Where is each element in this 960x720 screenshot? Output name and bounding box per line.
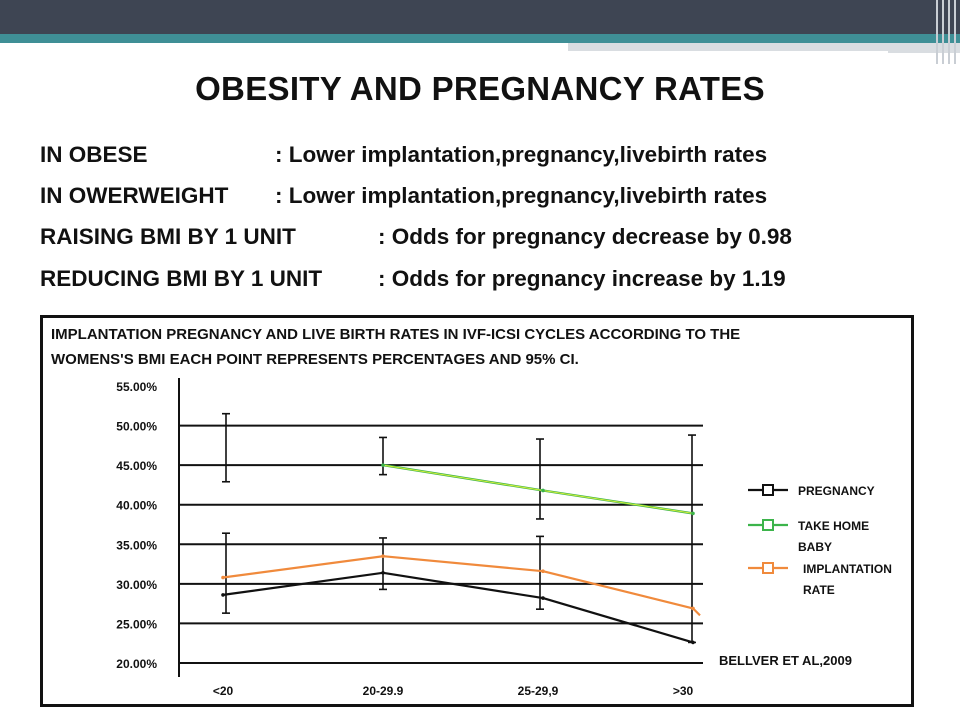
- legend-label: TAKE HOME: [798, 519, 869, 533]
- series-line-implantation-rate: [222, 555, 694, 610]
- x-tick-label: 25-29,9: [518, 684, 559, 698]
- legend-item: IMPLANTATION RATE: [748, 562, 892, 597]
- legend-label: IMPLANTATION: [803, 562, 892, 576]
- series-line-tail: [692, 607, 701, 617]
- legend-item: TAKE HOME BABY: [748, 519, 869, 554]
- legend-swatch-marker: [762, 484, 774, 496]
- series-line-pregnancy: [222, 571, 694, 644]
- data-point-implantation-rate: [381, 554, 385, 558]
- accent-strip-gray: [568, 43, 960, 53]
- error-bar: [379, 537, 387, 591]
- info-row-label: IN OWERWEIGHT: [40, 183, 229, 208]
- data-point-implantation-rate: [541, 569, 545, 573]
- info-row-label: RAISING BMI BY 1 UNIT: [40, 224, 296, 249]
- legend-label: PREGNANCY: [798, 484, 875, 498]
- x-tick-label: <20: [213, 684, 234, 698]
- legend-swatch-marker: [762, 562, 774, 574]
- error-bar: [222, 532, 230, 614]
- chart-container: IMPLANTATION PREGNANCY AND LIVE BIRTH RA…: [40, 315, 914, 707]
- slide-title: OBESITY AND PREGNANCY RATES: [195, 70, 765, 107]
- legend-item: PREGNANCY: [748, 484, 875, 498]
- legend-label: BABY: [798, 540, 832, 554]
- legend-swatch-marker: [762, 519, 774, 531]
- chart-title-line-2: WOMENS'S BMI EACH POINT REPRESENTS PERCE…: [51, 351, 579, 368]
- y-tick-label: 20.00%: [116, 657, 157, 671]
- chart-title-line-1: IMPLANTATION PREGNANCY AND LIVE BIRTH RA…: [51, 326, 741, 343]
- corner-decoration: [932, 0, 960, 64]
- data-point-take-home-baby: [691, 511, 695, 516]
- accent-strip-line: [568, 51, 888, 53]
- line-chart: 55.00% 50.00% 45.00% 40.00% 35.00% 30.00% 25.0…: [116, 378, 892, 698]
- info-row-value: : Odds for pregnancy increase by 1.19: [378, 266, 786, 291]
- info-row-raising-bmi: RAISING BMI BY 1 UNIT : Odds for pregnan…: [40, 224, 920, 254]
- data-point-pregnancy: [691, 640, 695, 645]
- data-point-pregnancy: [541, 596, 545, 600]
- data-point-implantation-rate: [221, 575, 225, 580]
- data-point-take-home-baby: [381, 463, 385, 467]
- error-bar: [379, 436, 387, 476]
- y-tick-label: 50.00%: [116, 420, 157, 434]
- y-tick-label: 45.00%: [116, 459, 157, 473]
- y-tick-label: 55.00%: [116, 380, 157, 394]
- info-row-value: : Lower implantation,pregnancy,livebirth…: [275, 142, 768, 167]
- info-row-reducing-bmi: REDUCING BMI BY 1 UNIT : Odds for pregna…: [40, 266, 920, 296]
- info-row-overweight: IN OWERWEIGHT : Lower implantation,pregn…: [40, 183, 920, 213]
- info-row-label: IN OBESE: [40, 142, 148, 167]
- info-row-value: : Lower implantation,pregnancy,livebirth…: [275, 183, 768, 208]
- y-tick-label: 25.00%: [116, 617, 157, 631]
- error-bar: [536, 438, 544, 520]
- series-line-highlight: [382, 464, 694, 514]
- info-row-label: REDUCING BMI BY 1 UNIT: [40, 266, 323, 291]
- data-point-pregnancy: [221, 593, 225, 597]
- x-tick-label: 20-29.9: [363, 684, 404, 698]
- info-row-value: : Odds for pregnancy decrease by 0.98: [378, 224, 792, 249]
- top-header-bar: [0, 0, 960, 34]
- error-bar: [222, 412, 230, 483]
- accent-strip: [0, 34, 960, 43]
- legend-label: RATE: [803, 583, 835, 597]
- info-row-obese: IN OBESE : Lower implantation,pregnancy,…: [40, 142, 920, 172]
- data-point-take-home-baby: [541, 488, 545, 493]
- y-tick-label: 40.00%: [116, 499, 157, 513]
- y-tick-label: 30.00%: [116, 578, 157, 592]
- x-tick-label: >30: [673, 684, 694, 698]
- y-tick-label: 35.00%: [116, 538, 157, 552]
- data-point-pregnancy: [381, 570, 385, 575]
- citation-annotation: BELLVER ET AL,2009: [719, 653, 852, 668]
